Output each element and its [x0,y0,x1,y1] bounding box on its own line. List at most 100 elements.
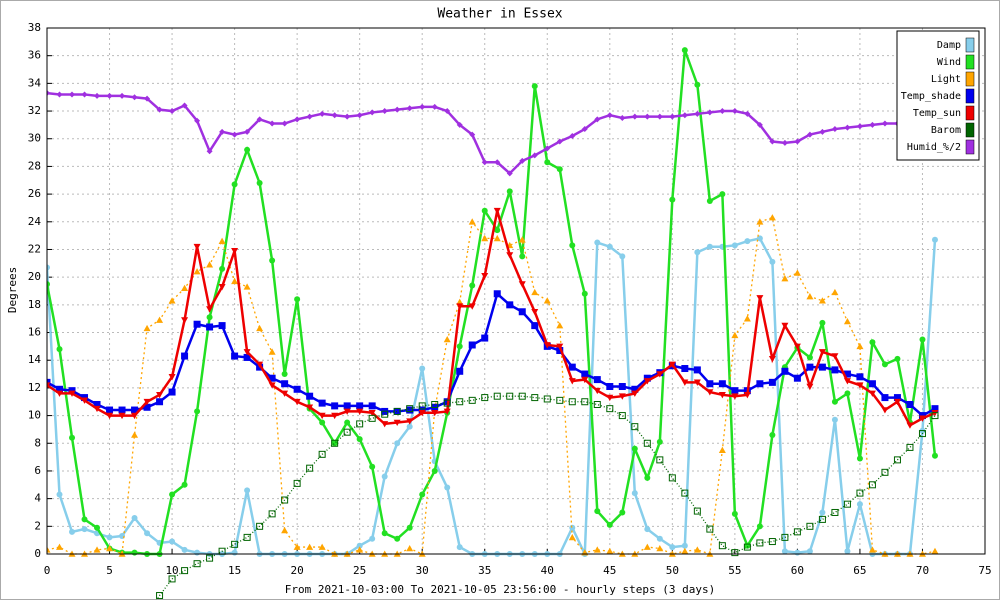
y-tick-label: 22 [28,242,41,255]
point [293,479,301,487]
point [47,546,51,553]
point [381,421,389,428]
point [406,406,414,414]
point [331,412,339,420]
plot-border [46,27,986,555]
legend-swatch [965,122,975,138]
point [806,383,814,391]
x-tick-label: 70 [916,564,929,577]
point [594,239,601,246]
legend-label: Light [931,74,961,85]
point [168,575,176,583]
point [131,431,139,438]
point [143,324,151,332]
point [543,297,551,304]
point [831,288,839,296]
point [431,401,439,409]
point [731,510,738,517]
point [756,121,763,128]
point [681,542,688,549]
point [243,349,251,356]
point [606,547,614,555]
point [744,110,751,117]
point [581,376,589,384]
point [181,102,188,109]
point [369,463,376,470]
point [656,544,664,552]
point [844,124,851,131]
point [69,91,76,98]
point [493,234,501,242]
point [456,367,464,375]
point [731,387,739,395]
point [844,548,851,555]
point [856,373,864,381]
legend-label: Wind [937,57,961,68]
point [344,419,351,426]
point [706,243,713,250]
point [719,108,726,115]
point [594,116,601,123]
point [581,126,588,133]
point [131,406,139,414]
point [694,110,701,117]
point [569,524,576,531]
point [643,439,651,447]
point [881,468,889,476]
legend-box [896,30,980,161]
point [706,198,713,205]
point [281,120,288,127]
point [206,306,214,313]
point [319,419,326,426]
point [806,354,813,361]
legend-label: Damp [937,40,961,51]
point [881,407,889,414]
point [631,423,639,431]
y-tick-label: 14 [28,353,42,366]
point [231,248,239,255]
point [244,146,251,153]
point [243,283,251,290]
point [669,113,676,120]
point [806,548,813,555]
point [681,365,689,373]
point [756,218,764,225]
point [818,515,826,523]
point [406,418,414,425]
point [118,412,126,420]
point [756,295,764,302]
point [931,405,939,413]
point [56,346,63,353]
point [56,543,64,550]
point [269,120,276,127]
point [731,108,738,115]
point [769,138,776,145]
point [431,103,438,110]
point [281,390,289,397]
point [656,438,663,445]
point [93,405,101,413]
point [593,387,601,395]
point [506,392,514,400]
point [581,398,589,406]
point [656,113,663,120]
point [243,533,251,541]
point [144,530,151,537]
point [881,120,888,127]
point [868,546,876,553]
point [568,398,576,406]
point [444,484,451,491]
point [181,284,189,292]
point [919,336,926,343]
point [543,395,551,403]
point [481,234,489,242]
point [356,112,363,119]
point [218,322,226,330]
point [931,236,938,243]
point [381,108,388,115]
point [318,450,326,458]
point [94,92,101,99]
point [556,343,564,350]
point [819,128,826,135]
point [856,123,863,130]
